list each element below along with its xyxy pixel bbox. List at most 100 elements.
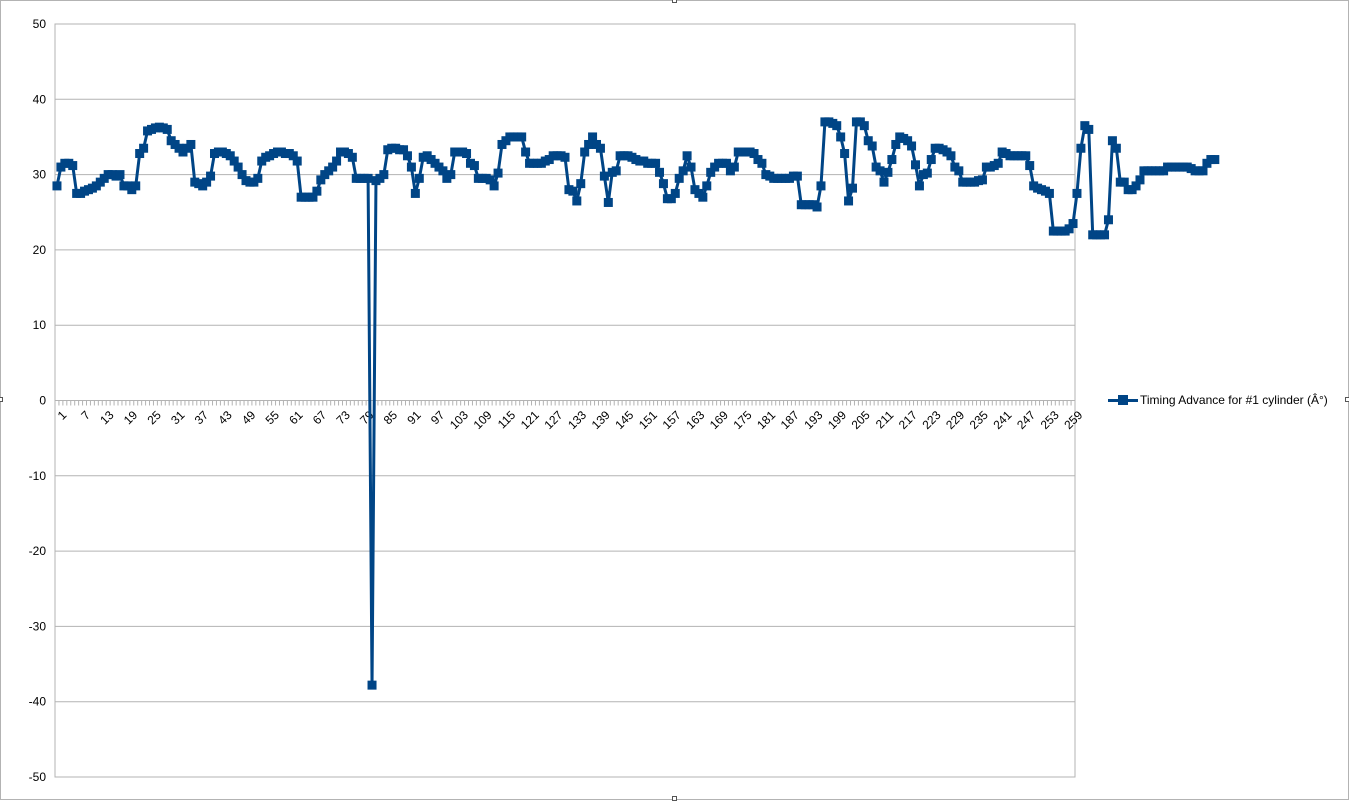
series-timing-advance: [52, 117, 1220, 690]
x-tick-label: 241: [990, 408, 1014, 432]
data-point: [721, 158, 731, 168]
x-tick-label: 31: [168, 408, 188, 428]
y-tick-label: 10: [33, 318, 47, 332]
data-point: [135, 149, 145, 159]
data-point: [1131, 181, 1141, 191]
data-point: [706, 167, 716, 177]
data-point: [410, 188, 420, 198]
data-point: [316, 175, 326, 185]
x-tick-label: 127: [541, 408, 565, 432]
x-tick-label: 25: [144, 408, 164, 428]
data-point: [816, 181, 826, 191]
data-point: [674, 173, 684, 183]
data-point: [749, 149, 759, 159]
data-point: [1135, 175, 1145, 185]
x-tick-label: 109: [471, 408, 495, 432]
data-point: [682, 151, 692, 161]
data-point: [698, 192, 708, 202]
data-point: [879, 177, 889, 187]
data-point: [1044, 188, 1054, 198]
legend-label: Timing Advance for #1 cylinder (Â°): [1140, 393, 1328, 407]
y-tick-label: -10: [29, 469, 47, 483]
resize-handle-right[interactable]: [1345, 397, 1349, 402]
resize-handle-left[interactable]: [0, 397, 3, 402]
data-point: [576, 179, 586, 189]
x-tick-label: 139: [589, 408, 613, 432]
y-tick-label: 0: [39, 394, 46, 408]
data-point: [1119, 177, 1129, 187]
data-point: [847, 183, 857, 193]
data-point: [1064, 224, 1074, 234]
x-tick-label: 157: [660, 408, 684, 432]
data-point: [402, 151, 412, 161]
data-point: [399, 145, 409, 155]
data-point: [903, 136, 913, 146]
data-point: [926, 155, 936, 165]
y-tick-label: -50: [29, 770, 47, 784]
data-point: [68, 161, 78, 171]
data-point: [568, 186, 578, 196]
x-tick-label: 73: [334, 408, 354, 428]
data-point: [867, 141, 877, 151]
data-point: [253, 173, 263, 183]
x-tick-label: 91: [404, 408, 424, 428]
x-tick-label: 1: [55, 408, 70, 423]
data-point: [954, 166, 964, 176]
data-point: [1111, 143, 1121, 153]
x-tick-label: 43: [215, 408, 235, 428]
data-point: [840, 149, 850, 159]
x-tick-label: 97: [428, 408, 448, 428]
data-point: [678, 166, 688, 176]
data-point: [131, 181, 141, 191]
data-point: [225, 151, 235, 161]
data-point: [202, 177, 212, 187]
data-point: [588, 132, 598, 142]
x-tick-label: 151: [636, 408, 660, 432]
x-tick-label: 187: [778, 408, 802, 432]
data-point: [580, 147, 590, 157]
resize-handle-bottom[interactable]: [672, 796, 677, 801]
data-point: [438, 166, 448, 176]
x-tick-label: 259: [1061, 408, 1085, 432]
x-tick-label: 85: [381, 408, 401, 428]
resize-handle-top[interactable]: [672, 0, 677, 3]
data-point: [379, 170, 389, 180]
data-point: [489, 181, 499, 191]
x-tick-label: 229: [943, 408, 967, 432]
data-point: [595, 143, 605, 153]
x-tick-label: 133: [565, 408, 589, 432]
data-point: [844, 196, 854, 206]
data-point: [517, 132, 527, 142]
data-point: [363, 173, 373, 183]
y-tick-label: 20: [33, 243, 47, 257]
data-point: [1103, 215, 1113, 225]
x-tick-label: 217: [896, 408, 920, 432]
data-point: [237, 170, 247, 180]
data-point: [186, 139, 196, 149]
data-point: [863, 136, 873, 146]
data-point: [233, 162, 243, 172]
data-point: [1084, 124, 1094, 134]
data-point: [812, 202, 822, 212]
data-point: [1107, 136, 1117, 146]
data-point: [792, 171, 802, 181]
data-point: [891, 139, 901, 149]
data-point: [914, 181, 924, 191]
data-point: [521, 147, 531, 157]
legend-swatch: [1108, 392, 1138, 408]
data-point: [288, 151, 298, 161]
data-point: [702, 181, 712, 191]
data-point: [670, 188, 680, 198]
data-point: [836, 132, 846, 142]
x-tick-label: 235: [967, 408, 991, 432]
legend-marker: [1118, 395, 1128, 405]
data-point: [651, 158, 661, 168]
data-point: [599, 171, 609, 181]
data-point: [1068, 219, 1078, 229]
data-point: [977, 175, 987, 185]
data-point: [859, 121, 869, 131]
x-tick-label: 7: [78, 408, 93, 423]
data-point: [757, 158, 767, 168]
data-point: [611, 166, 621, 176]
x-tick-label: 193: [801, 408, 825, 432]
